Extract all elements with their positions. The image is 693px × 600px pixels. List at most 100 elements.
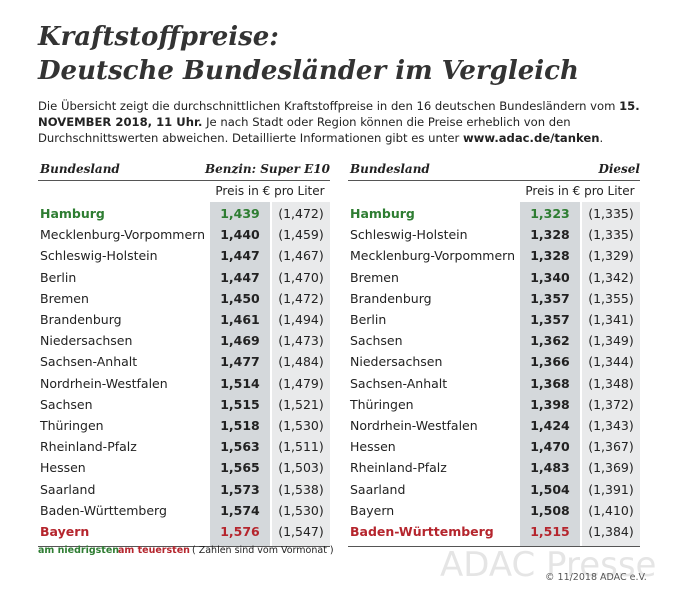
region-name: Baden-Württemberg: [350, 524, 494, 539]
previous-price: (1,355): [588, 290, 634, 306]
price: 1,518: [220, 418, 260, 433]
price: 1,440: [220, 227, 260, 243]
region-name: Baden-Württemberg: [40, 502, 167, 518]
previous-price: (1,344): [588, 354, 634, 370]
price-column: [210, 181, 270, 547]
previous-price: (1,521): [278, 396, 324, 412]
region-header: Bundesland: [350, 162, 430, 176]
previous-price: (1,343): [588, 418, 634, 433]
region-name: Sachsen: [40, 396, 93, 412]
region-name: Hessen: [40, 460, 86, 476]
previous-price: (1,459): [278, 227, 324, 243]
price: 1,514: [220, 375, 260, 391]
price: 1,469: [220, 333, 260, 349]
region-name: Thüringen: [40, 418, 104, 433]
previous-price: (1,470): [278, 269, 324, 285]
region-name: Bremen: [350, 269, 399, 285]
price: 1,398: [530, 396, 570, 412]
region-name: Mecklenburg-Vorpommern: [40, 227, 205, 243]
previous-price: (1,342): [588, 269, 634, 285]
previous-price: (1,329): [588, 248, 634, 264]
rule: [348, 180, 640, 181]
region-name: Rheinland-Pfalz: [40, 439, 137, 455]
region-name: Saarland: [350, 481, 406, 497]
region-name: Nordrhein-Westfalen: [350, 418, 478, 433]
previous-price: (1,349): [588, 333, 634, 349]
prev-column: [272, 181, 330, 547]
previous-price: (1,348): [588, 375, 634, 391]
price: 1,565: [220, 460, 260, 476]
previous-price: (1,372): [588, 396, 634, 412]
previous-price: (1,472): [278, 290, 324, 306]
previous-price: (1,538): [278, 481, 324, 497]
price: 1,447: [220, 269, 260, 285]
title: Kraftstoffpreise:: [38, 22, 279, 52]
previous-price: (1,335): [588, 206, 634, 221]
rule: [348, 546, 640, 548]
previous-price: (1,484): [278, 354, 324, 370]
price: 1,470: [530, 439, 570, 455]
previous-price: (1,473): [278, 333, 324, 349]
price: 1,483: [530, 460, 570, 476]
price: 1,340: [530, 269, 570, 285]
fuel-header: Diesel: [598, 162, 640, 176]
previous-price: (1,472): [278, 206, 324, 221]
price-column: [520, 181, 580, 547]
region-name: Rheinland-Pfalz: [350, 460, 447, 476]
region-name: Bayern: [40, 524, 90, 539]
price: 1,323: [530, 206, 570, 221]
region-name: Schleswig-Holstein: [40, 248, 158, 264]
region-name: Saarland: [40, 481, 96, 497]
copyright: © 11/2018 ADAC e.V.: [545, 572, 647, 583]
rule: [38, 180, 330, 181]
price: 1,439: [220, 206, 260, 221]
price: 1,450: [220, 290, 260, 306]
unit-header: Preis in € pro Liter: [210, 181, 330, 202]
previous-price: (1,530): [278, 502, 324, 518]
price: 1,357: [530, 312, 570, 327]
legend-note: ( Zahlen sind vom Vormonat ): [192, 545, 334, 556]
previous-price: (1,384): [588, 524, 634, 539]
region-name: Sachsen-Anhalt: [40, 354, 138, 370]
intro-link: www.adac.de/tanken: [462, 131, 600, 145]
price: 1,508: [530, 502, 570, 518]
title: Deutsche Bundesländer im Vergleich: [38, 56, 579, 86]
price: 1,366: [530, 354, 570, 370]
previous-price: (1,547): [278, 524, 324, 539]
intro-text: Die Übersicht zeigt die durchschnittlich…: [38, 99, 620, 113]
price: 1,504: [530, 481, 570, 497]
price: 1,368: [530, 375, 570, 391]
price: 1,477: [220, 354, 260, 370]
price: 1,362: [530, 333, 570, 349]
previous-price: (1,391): [588, 481, 634, 497]
region-name: Niedersachsen: [40, 333, 133, 349]
rule: [38, 546, 330, 548]
price: 1,515: [530, 524, 570, 539]
region-name: Bayern: [350, 502, 395, 518]
price: 1,447: [220, 248, 260, 264]
previous-price: (1,467): [278, 248, 324, 264]
price: 1,563: [220, 439, 260, 455]
price: 1,574: [220, 502, 260, 518]
region-name: Sachsen: [350, 333, 403, 349]
region-name: Nordrhein-Westfalen: [40, 375, 168, 391]
previous-price: (1,341): [588, 312, 634, 327]
previous-price: (1,367): [588, 439, 634, 455]
region-name: Hessen: [350, 439, 396, 455]
previous-price: (1,410): [588, 502, 634, 518]
previous-price: (1,494): [278, 312, 324, 327]
previous-price: (1,530): [278, 418, 324, 433]
previous-price: (1,335): [588, 227, 634, 243]
region-name: Berlin: [350, 312, 387, 327]
region-name: Schleswig-Holstein: [350, 227, 468, 243]
price: 1,515: [220, 396, 260, 412]
price: 1,328: [530, 227, 570, 243]
legend-high: am teuersten: [118, 545, 190, 556]
region-name: Niedersachsen: [350, 354, 443, 370]
region-header: Bundesland: [40, 162, 120, 176]
region-name: Bremen: [40, 290, 89, 306]
watermark: ADAC Presse: [440, 545, 657, 585]
region-name: Mecklenburg-Vorpommern: [350, 248, 515, 264]
region-name: Hamburg: [40, 206, 105, 221]
price: 1,461: [220, 312, 260, 327]
